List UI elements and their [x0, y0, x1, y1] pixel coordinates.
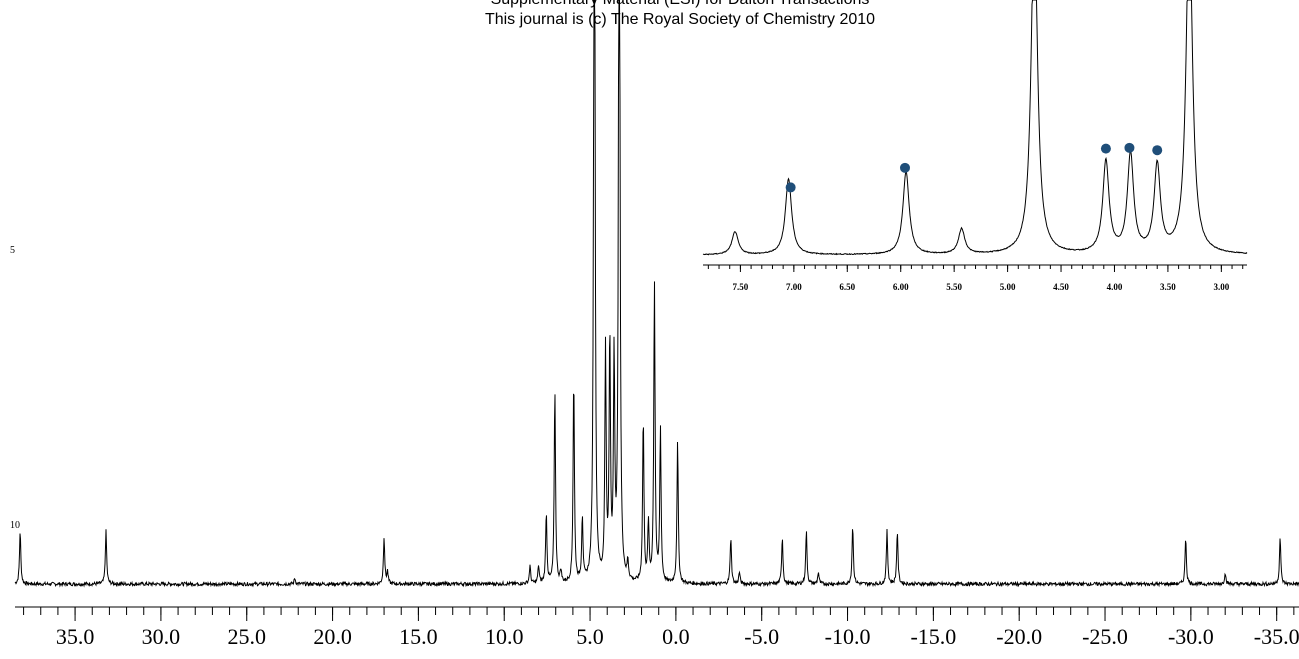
tick-label: 25.0 — [227, 624, 266, 649]
tick-label: -10.0 — [825, 624, 871, 649]
header-line-1: Supplementary Material (ESI) for Dalton … — [0, 0, 1299, 9]
peak-marker-dot — [899, 162, 910, 173]
peak-marker-dot — [1124, 142, 1135, 153]
tick-label: 5.0 — [576, 624, 604, 649]
tick-label: 6.50 — [839, 282, 855, 292]
tick-label: 6.00 — [893, 282, 909, 292]
tick-label: -30.0 — [1168, 624, 1214, 649]
main-spectrum-trace — [14, 0, 1299, 588]
tick-label: 4.00 — [1107, 282, 1123, 292]
main-spectrum-plot: 35.0 30.0 25.0 20.0 15.0 10.0 5.0 0.0 -5.0 -10.0 -… — [14, 0, 1299, 649]
tick-label: -25.0 — [1082, 624, 1128, 649]
side-label-lower: 10 — [10, 520, 20, 531]
tick-label: -5.0 — [744, 624, 779, 649]
tick-label: 5.50 — [946, 282, 962, 292]
tick-label: 0.0 — [662, 624, 690, 649]
peak-marker-dot — [1152, 145, 1163, 156]
tick-label: 10.0 — [485, 624, 524, 649]
header-line-2: This journal is (c) The Royal Society of… — [484, 11, 876, 28]
inset-spectrum-plot: 7.50 7.00 6.50 6.00 5.50 5.00 4.50 4.00 3.50 3.00 — [702, 0, 1248, 292]
tick-label: 3.00 — [1213, 282, 1229, 292]
tick-label: 30.0 — [142, 624, 181, 649]
tick-label: 7.50 — [733, 282, 749, 292]
tick-label: 20.0 — [313, 624, 352, 649]
tick-label: 4.50 — [1053, 282, 1069, 292]
tick-label: 35.0 — [56, 624, 95, 649]
peak-marker-dot — [1100, 143, 1111, 154]
tick-label: 7.00 — [786, 282, 802, 292]
tick-label: -20.0 — [996, 624, 1042, 649]
tick-label: -15.0 — [910, 624, 956, 649]
tick-label: 5.00 — [1000, 282, 1016, 292]
inset-spectrum-trace — [702, 0, 1248, 256]
side-label-upper: 5 — [10, 245, 15, 256]
tick-label: 15.0 — [399, 624, 438, 649]
tick-label: 3.50 — [1160, 282, 1176, 292]
tick-label: -35.0 — [1254, 624, 1299, 649]
peak-marker-dot — [785, 182, 796, 193]
